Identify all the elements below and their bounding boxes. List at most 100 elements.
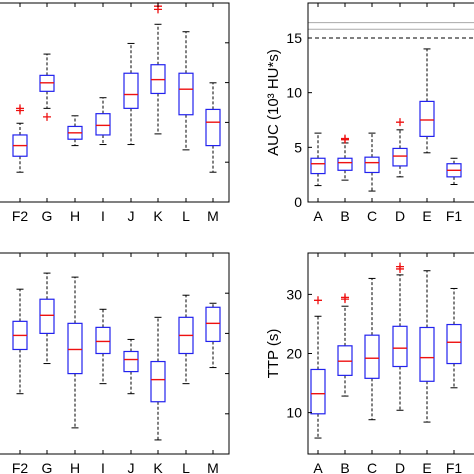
x-tick-label: B xyxy=(340,460,349,474)
box-body xyxy=(364,334,380,379)
y-tick-label: 0 xyxy=(294,194,302,210)
box-F2 xyxy=(12,104,28,173)
x-tick-label: A xyxy=(313,460,323,474)
x-tick-label: E xyxy=(422,460,431,474)
box-E xyxy=(419,48,435,154)
plot-frame xyxy=(0,252,230,455)
x-tick-label: F2 xyxy=(12,460,29,474)
box-F2 xyxy=(12,288,28,395)
box-L xyxy=(178,294,194,385)
plot-frame xyxy=(307,252,474,455)
x-tick-label: H xyxy=(70,460,80,474)
box-body xyxy=(310,157,326,175)
x-tick-label: L xyxy=(182,460,190,474)
box-A xyxy=(310,296,326,439)
y-tick-label: 10 xyxy=(286,85,302,101)
outlier-marker xyxy=(341,293,349,302)
box-body xyxy=(150,360,166,403)
box-body xyxy=(364,156,380,174)
x-tick-label: I xyxy=(101,460,105,474)
box-body xyxy=(392,325,408,368)
box-body xyxy=(446,323,462,365)
outlier-marker xyxy=(396,262,404,271)
x-tick-label: F1 xyxy=(446,460,463,474)
y-tick-label: 10 xyxy=(286,405,302,421)
x-tick-label: D xyxy=(395,460,405,474)
x-tick-label: D xyxy=(395,208,405,224)
x-tick-label: H xyxy=(70,208,80,224)
panel-bottom-left: F2 G H I J K L M xyxy=(0,252,230,474)
x-tick-label: C xyxy=(367,460,377,474)
box-L xyxy=(178,31,194,151)
box-body xyxy=(67,322,83,375)
x-tick-label: K xyxy=(153,208,163,224)
box-H xyxy=(67,115,83,147)
box-body xyxy=(205,108,221,147)
y-tick-label: 15 xyxy=(286,30,302,46)
box-body xyxy=(419,326,435,382)
box-B xyxy=(337,293,353,397)
x-tick-label: L xyxy=(182,208,190,224)
box-body xyxy=(95,113,111,136)
box-body xyxy=(123,72,139,109)
x-tick-label: M xyxy=(207,460,219,474)
box-D xyxy=(392,262,408,411)
x-tick-label: K xyxy=(153,460,163,474)
x-tick-label: G xyxy=(42,208,53,224)
box-body xyxy=(310,368,326,415)
box-H xyxy=(67,276,83,429)
box-body xyxy=(392,147,408,167)
box-body xyxy=(205,306,221,343)
y-axis-label: TTP (s) xyxy=(265,329,282,379)
box-I xyxy=(95,97,111,146)
x-tick-label: F1 xyxy=(446,208,463,224)
box-G xyxy=(39,53,55,121)
box-M xyxy=(205,302,221,369)
box-body xyxy=(337,157,353,171)
panel-top-left: F2 G H I J K L M xyxy=(0,2,230,224)
box-body xyxy=(419,100,435,137)
box-body xyxy=(178,72,194,116)
x-tick-label: I xyxy=(101,208,105,224)
box-G xyxy=(39,272,55,365)
outlier-marker xyxy=(341,134,349,143)
outlier-marker xyxy=(43,112,51,121)
box-K xyxy=(150,316,166,441)
plot-frame xyxy=(0,2,230,203)
y-tick-label: 20 xyxy=(286,346,302,362)
x-tick-label: B xyxy=(340,208,349,224)
x-tick-label: J xyxy=(128,460,135,474)
box-F1 xyxy=(446,157,462,186)
box-body xyxy=(95,326,111,355)
outlier-marker xyxy=(16,104,24,113)
box-I xyxy=(95,308,111,385)
outlier-marker xyxy=(314,296,322,305)
box-body xyxy=(123,350,139,373)
x-tick-label: F2 xyxy=(12,208,29,224)
y-tick-label: 5 xyxy=(294,139,302,155)
box-D xyxy=(392,118,408,178)
y-axis-label: AUC (10³ HU*s) xyxy=(265,49,282,156)
box-E xyxy=(419,270,435,423)
outlier-marker xyxy=(396,118,404,127)
box-J xyxy=(123,42,139,146)
box-C xyxy=(364,132,380,192)
box-M xyxy=(205,82,221,173)
x-tick-label: G xyxy=(42,460,53,474)
box-body xyxy=(39,298,55,335)
x-tick-label: E xyxy=(422,208,431,224)
x-tick-label: M xyxy=(207,208,219,224)
box-C xyxy=(364,277,380,421)
x-tick-label: J xyxy=(128,208,135,224)
box-B xyxy=(337,134,353,181)
box-K xyxy=(150,2,166,135)
y-tick-label: 30 xyxy=(286,286,302,302)
x-tick-label: C xyxy=(367,208,377,224)
box-A xyxy=(310,132,326,187)
x-tick-label: A xyxy=(313,208,323,224)
panel-bottom-right: A B C D E F1 10 20 30 TTP (s) xyxy=(265,252,474,474)
plot-frame xyxy=(307,2,474,203)
box-F1 xyxy=(446,287,462,389)
